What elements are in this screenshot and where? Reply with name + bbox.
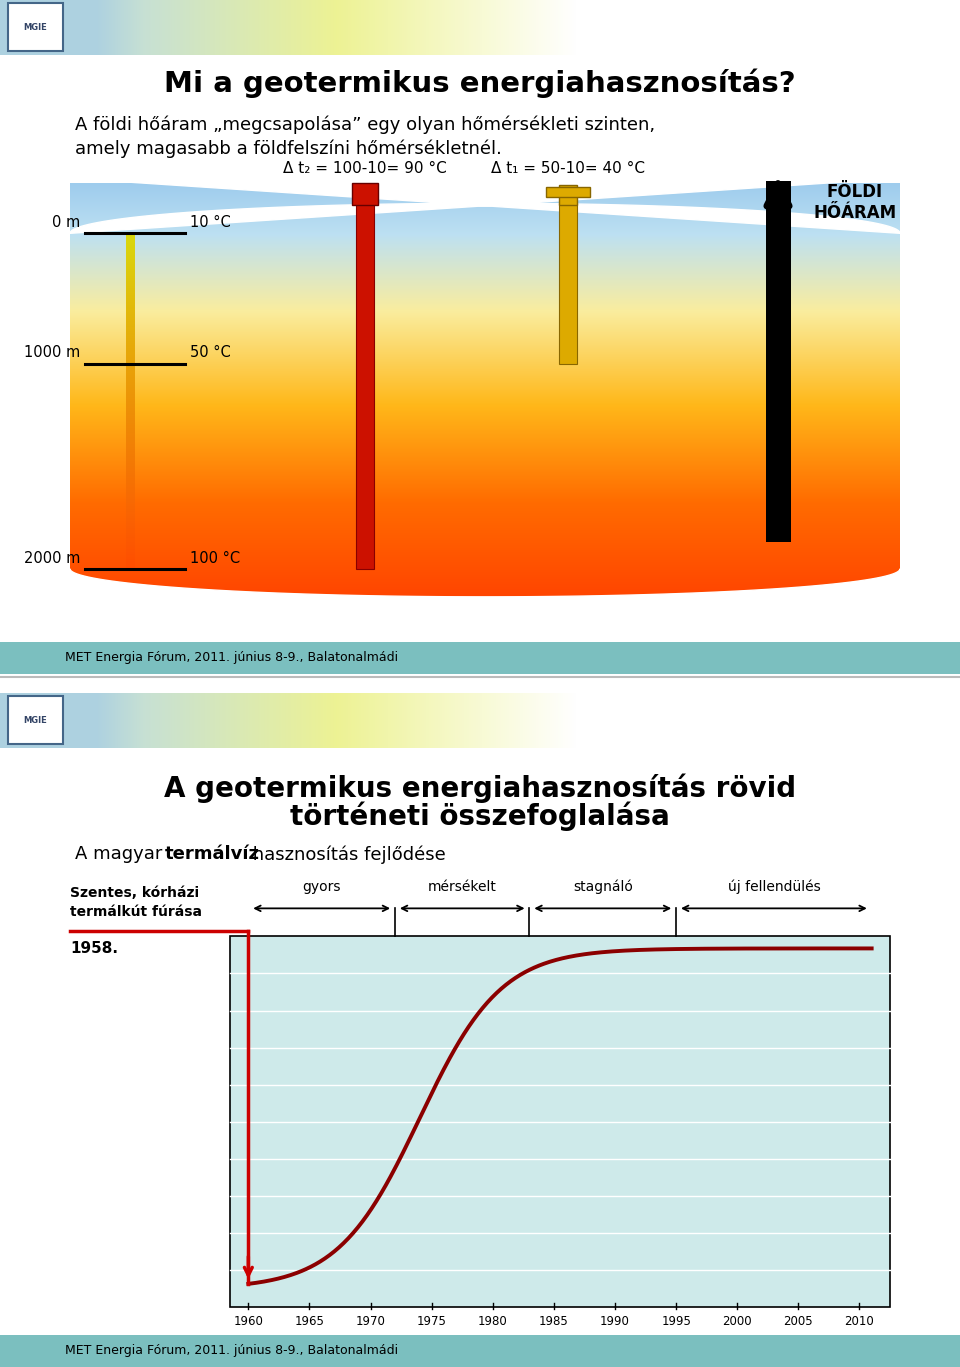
Text: 1995: 1995 [661,1315,691,1327]
Bar [8,696,63,744]
Text: Δ t₁ = 50-10= 40 °C: Δ t₁ = 50-10= 40 °C [491,161,645,176]
Text: Δ t₂ = 100-10= 90 °C: Δ t₂ = 100-10= 90 °C [283,161,446,176]
Text: 2000: 2000 [723,1315,752,1327]
Text: 10 °C: 10 °C [190,216,230,230]
Text: FÖLDI
HŐÁRAM: FÖLDI HŐÁRAM [813,183,897,221]
Text: 1985: 1985 [539,1315,568,1327]
Bar [0,1336,960,1367]
Text: mérsékelt: mérsékelt [428,880,496,894]
Text: A geotermikus energiahasznosítás rövid: A geotermikus energiahasznosítás rövid [164,774,796,802]
Text: 50 °C: 50 °C [190,346,230,361]
Text: 1990: 1990 [600,1315,630,1327]
Text: 2005: 2005 [783,1315,813,1327]
Text: 2000 m: 2000 m [24,551,80,566]
Text: új fellendülés: új fellendülés [728,880,820,894]
Text: történeti összefoglalása: történeti összefoglalása [290,801,670,831]
Text: 1980: 1980 [478,1315,508,1327]
Bar [356,204,374,569]
Text: 1960: 1960 [233,1315,263,1327]
Text: 100 °C: 100 °C [190,551,240,566]
Bar [559,204,577,364]
Text: termálvíz: termálvíz [165,845,260,864]
Text: hasznosítás fejlődése: hasznosítás fejlődése [247,845,445,864]
Text: MGIE: MGIE [23,715,47,725]
Text: Szentes, kórházi
termálkút fúrása: Szentes, kórházi termálkút fúrása [70,886,202,919]
Text: 1965: 1965 [295,1315,324,1327]
Text: gyors: gyors [302,880,341,894]
Text: MGIE: MGIE [23,22,47,31]
Text: 2010: 2010 [845,1315,875,1327]
Text: 0 m: 0 m [52,216,80,230]
Text: 1975: 1975 [417,1315,446,1327]
Polygon shape [70,178,900,234]
Text: Mi a geotermikus energiahasznosítás?: Mi a geotermikus energiahasznosítás? [164,68,796,98]
Text: A földi hőáram „megcsapolása” egy olyan hőmérsékleti szinten,: A földi hőáram „megcsapolása” egy olyan … [75,116,655,134]
Bar [0,642,960,674]
Text: stagnáló: stagnáló [573,880,633,894]
Bar [559,186,577,205]
Text: 1958.: 1958. [70,942,118,957]
Bar [352,183,378,205]
Bar [546,187,590,197]
Polygon shape [70,569,900,614]
Bar [8,3,63,51]
Text: MET Energia Fórum, 2011. június 8-9., Balatonalmádi: MET Energia Fórum, 2011. június 8-9., Ba… [65,1345,398,1357]
Text: 1000 m: 1000 m [24,346,80,361]
Bar [230,936,890,1307]
Text: MET Energia Fórum, 2011. június 8-9., Balatonalmádi: MET Energia Fórum, 2011. június 8-9., Ba… [65,652,398,664]
Text: A magyar: A magyar [75,845,168,864]
Text: amely magasabb a földfelszíni hőmérsékletnél.: amely magasabb a földfelszíni hőmérsékle… [75,139,502,159]
Text: 1970: 1970 [355,1315,386,1327]
